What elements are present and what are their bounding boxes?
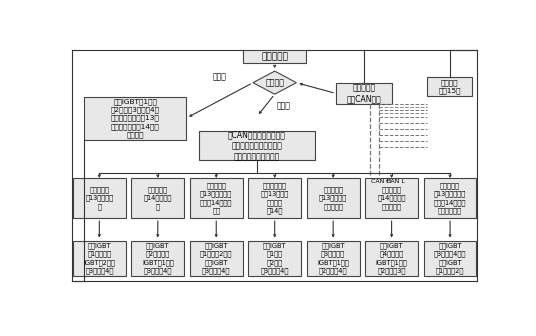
Bar [248,241,301,276]
Text: 动力电源二
（14）单独供
能: 动力电源二 （14）单独供 能 [144,187,172,210]
Bar [248,178,301,218]
Text: 动力电源一
（13）、动力电
源二（14）同时
回收制动能量: 动力电源一 （13）、动力电 源二（14）同时 回收制动能量 [434,183,466,214]
Text: 动力电源二
（14）单独回
收制动能量: 动力电源二 （14）单独回 收制动能量 [377,187,406,210]
Text: 关断IGBT
（1）、
（2）、
（3）、（4）: 关断IGBT （1）、 （2）、 （3）、（4） [260,243,289,274]
Text: 从CAN总线接收并读取报
文指令，根据该报文指令
完成动力电源分配控制: 从CAN总线接收并读取报 文指令，根据该报文指令 完成动力电源分配控制 [228,130,286,161]
Text: 发送反馈报
文至CAN总线: 发送反馈报 文至CAN总线 [346,83,381,103]
Text: 动力电源一
（13）单独回
收制动能量: 动力电源一 （13）单独回 收制动能量 [319,187,347,210]
Text: 有故障: 有故障 [213,72,227,81]
Bar [307,241,360,276]
Text: CAN L: CAN L [385,179,404,184]
Bar [131,178,184,218]
Text: 整车控制
器（15）: 整车控制 器（15） [438,79,461,94]
Text: 系统初始化: 系统初始化 [261,52,288,61]
Text: 关断IGBT（1）、
（2）、（3）、（4）
切断动力电源一（13）
和动力电源二（14）并
进行报警: 关断IGBT（1）、 （2）、（3）、（4） 切断动力电源一（13） 和动力电源… [111,98,160,138]
Bar [73,178,125,218]
Text: 故障检测: 故障检测 [265,78,284,87]
Text: 开通IGBT
（3），关断
IGBT（1）、
（2）、（4）: 开通IGBT （3），关断 IGBT（1）、 （2）、（4） [317,243,349,274]
Text: CAN H: CAN H [371,179,391,184]
Text: 开通IGBT
（1），关断
IGBT（2）、
（3）、（4）: 开通IGBT （1），关断 IGBT（2）、 （3）、（4） [84,243,115,274]
Text: 开通IGBT
（4），关断
IGBT（1）、
（2）、（3）: 开通IGBT （4），关断 IGBT（1）、 （2）、（3） [376,243,407,274]
Bar [190,178,243,218]
Bar [427,77,472,96]
Bar [365,178,418,218]
Bar [424,241,477,276]
Bar [365,241,418,276]
Bar [84,96,187,140]
Bar [307,178,360,218]
Text: 切断动力电源
一（13）和动
力电源二
（14）: 切断动力电源 一（13）和动 力电源二 （14） [260,183,289,214]
Text: 无故障: 无故障 [277,101,291,110]
Bar [243,50,307,62]
Text: 开通IGBT
（2），关断
IGBT（1）、
（3）、（4）: 开通IGBT （2），关断 IGBT（1）、 （3）、（4） [142,243,174,274]
Bar [73,241,125,276]
Polygon shape [253,71,296,94]
Bar [190,241,243,276]
Bar [424,178,477,218]
Text: 动力电源一
（13）单独供
能: 动力电源一 （13）单独供 能 [85,187,114,210]
Bar [336,83,392,104]
Bar [131,241,184,276]
Text: 开通IGBT
（3）、（4），
关断IGBT
（1）、（2）: 开通IGBT （3）、（4）， 关断IGBT （1）、（2） [434,243,466,274]
Text: 动力电源一
（13）、动力电
源二（14）同时
供能: 动力电源一 （13）、动力电 源二（14）同时 供能 [200,183,233,214]
Text: 开通IGBT
（1）、（2），
关断IGBT
（3）、（4）: 开通IGBT （1）、（2）， 关断IGBT （3）、（4） [200,243,233,274]
Bar [199,131,315,161]
